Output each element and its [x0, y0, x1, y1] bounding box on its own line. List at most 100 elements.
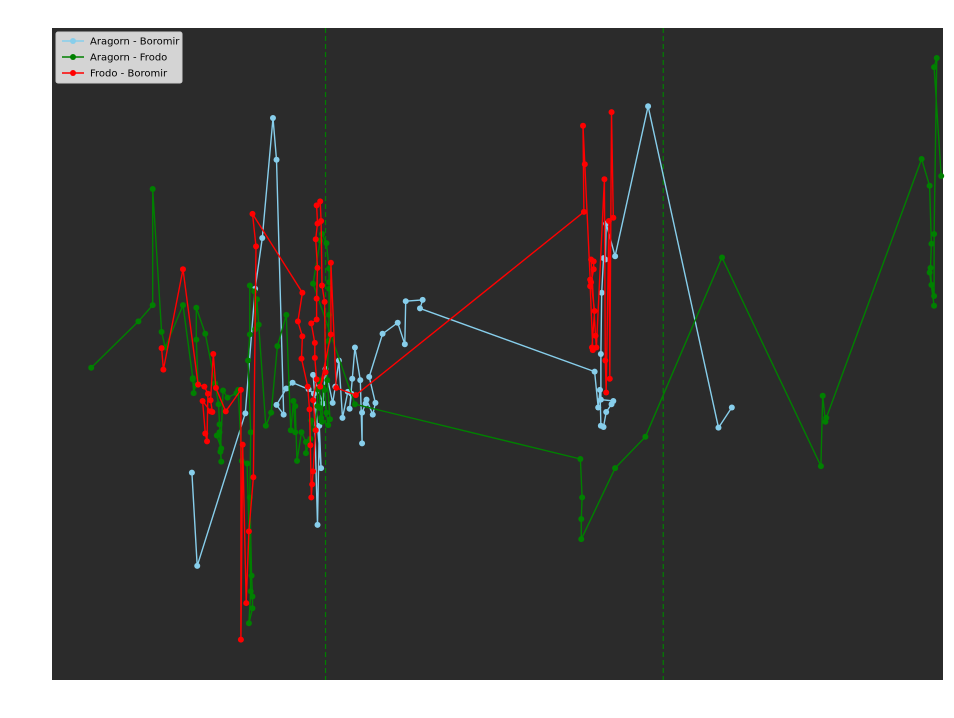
- data-point: [318, 418, 325, 425]
- data-point: [366, 373, 373, 380]
- data-point: [610, 214, 617, 221]
- data-point: [352, 392, 359, 399]
- data-point: [612, 465, 619, 472]
- legend-items: Aragorn - Boromir Aragorn - Frodo Frodo - …: [62, 37, 180, 80]
- series-line: [160, 112, 614, 640]
- data-point: [160, 366, 167, 373]
- data-point: [311, 339, 318, 346]
- data-point: [580, 208, 587, 215]
- data-point: [394, 319, 401, 326]
- plot-background: [52, 28, 943, 680]
- data-point: [242, 410, 249, 417]
- data-point: [931, 231, 938, 238]
- data-point: [333, 384, 340, 391]
- data-point: [245, 620, 252, 627]
- data-point: [322, 369, 329, 376]
- data-point: [302, 439, 309, 446]
- data-point: [926, 182, 933, 189]
- data-point: [359, 440, 366, 447]
- legend-swatch-marker: [70, 70, 76, 76]
- data-point: [207, 397, 214, 404]
- data-point: [402, 298, 409, 305]
- data-point: [927, 264, 934, 271]
- series-layer: [88, 54, 945, 643]
- data-point: [601, 176, 608, 183]
- data-point: [290, 397, 297, 404]
- data-point: [931, 292, 938, 299]
- data-point: [728, 404, 735, 411]
- data-point: [314, 521, 321, 528]
- data-point: [249, 593, 256, 600]
- data-point: [158, 328, 165, 335]
- data-point: [310, 280, 317, 287]
- data-point: [401, 341, 408, 348]
- data-point: [308, 494, 315, 501]
- data-point: [591, 368, 598, 375]
- data-point: [135, 318, 142, 325]
- data-point: [199, 397, 206, 404]
- data-point: [273, 401, 280, 408]
- data-point: [193, 304, 200, 311]
- data-point: [310, 397, 317, 404]
- data-point: [416, 305, 423, 312]
- data-point: [237, 636, 244, 643]
- data-point: [212, 384, 219, 391]
- data-point: [313, 202, 320, 209]
- data-point: [931, 302, 938, 309]
- data-point: [280, 411, 287, 418]
- data-point: [369, 411, 376, 418]
- data-point: [179, 302, 186, 309]
- data-point: [329, 399, 336, 406]
- data-point: [292, 403, 299, 410]
- data-point: [349, 375, 356, 382]
- data-point: [310, 371, 317, 378]
- data-point: [307, 442, 314, 449]
- data-point: [419, 296, 426, 303]
- data-point: [313, 376, 320, 383]
- data-point: [324, 377, 331, 384]
- data-point: [588, 344, 595, 351]
- data-point: [249, 210, 256, 217]
- data-point: [215, 401, 222, 408]
- data-point: [195, 381, 202, 388]
- data-point: [596, 386, 603, 393]
- data-point: [313, 295, 320, 302]
- data-point: [323, 240, 330, 247]
- data-point: [602, 357, 609, 364]
- data-point: [294, 457, 301, 464]
- data-point: [317, 405, 324, 412]
- data-point: [318, 465, 325, 472]
- data-point: [259, 234, 266, 241]
- data-point: [357, 377, 364, 384]
- data-point: [321, 386, 328, 393]
- data-point: [597, 396, 604, 403]
- data-point: [719, 254, 726, 261]
- data-point: [273, 156, 280, 163]
- data-point: [222, 408, 229, 415]
- data-point: [612, 253, 619, 260]
- data-point: [310, 468, 317, 475]
- data-point: [283, 385, 290, 392]
- data-point: [246, 282, 253, 289]
- data-point: [321, 298, 328, 305]
- data-point: [253, 243, 260, 250]
- data-point: [246, 331, 253, 338]
- data-point: [218, 458, 225, 465]
- data-point: [363, 396, 370, 403]
- data-point: [308, 320, 315, 327]
- data-point: [593, 344, 600, 351]
- data-point: [346, 405, 353, 412]
- data-point: [588, 279, 595, 286]
- data-point: [158, 345, 165, 352]
- data-point: [931, 64, 938, 71]
- data-point: [244, 460, 251, 467]
- data-point: [262, 422, 269, 429]
- legend-label: Aragorn - Boromir: [90, 37, 180, 48]
- series-3: [158, 109, 617, 643]
- vertical-reference-lines: [324, 28, 664, 680]
- legend-swatch-marker: [70, 54, 76, 60]
- data-point: [247, 588, 254, 595]
- data-point: [918, 156, 925, 163]
- data-point: [608, 109, 615, 116]
- data-point: [590, 266, 597, 273]
